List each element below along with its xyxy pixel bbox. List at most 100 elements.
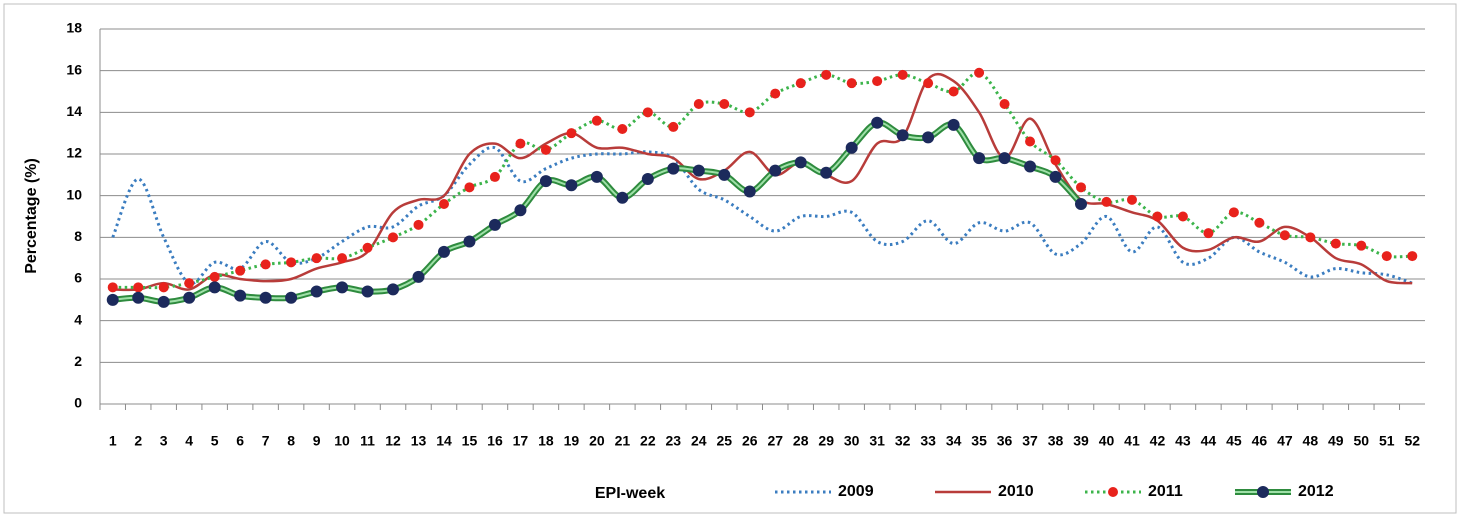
marker bbox=[616, 191, 629, 204]
x-tick-label: 10 bbox=[334, 433, 350, 449]
x-tick-label: 4 bbox=[185, 433, 193, 449]
legend-label: 2009 bbox=[838, 483, 874, 500]
x-tick-label: 14 bbox=[436, 433, 452, 449]
marker bbox=[208, 281, 221, 294]
x-tick-label: 48 bbox=[1303, 433, 1319, 449]
x-tick-label: 28 bbox=[793, 433, 809, 449]
y-tick-label: 16 bbox=[66, 61, 82, 77]
x-tick-label: 36 bbox=[997, 433, 1013, 449]
marker bbox=[209, 271, 220, 282]
marker bbox=[464, 182, 475, 193]
marker bbox=[872, 76, 883, 87]
marker bbox=[132, 291, 145, 304]
x-tick-label: 47 bbox=[1277, 433, 1293, 449]
y-tick-label: 4 bbox=[74, 311, 82, 327]
marker bbox=[897, 69, 908, 80]
legend-label: 2012 bbox=[1298, 483, 1334, 500]
marker bbox=[565, 179, 578, 192]
marker bbox=[463, 235, 476, 248]
marker bbox=[1050, 155, 1061, 166]
marker bbox=[719, 99, 730, 109]
y-tick-label: 14 bbox=[66, 103, 82, 119]
marker bbox=[973, 152, 986, 165]
marker bbox=[922, 131, 935, 144]
x-tick-label: 24 bbox=[691, 433, 707, 449]
series-line bbox=[112, 71, 1413, 290]
x-tick-label: 8 bbox=[287, 433, 295, 449]
marker bbox=[1025, 136, 1036, 147]
x-tick-label: 51 bbox=[1379, 433, 1395, 449]
marker bbox=[336, 281, 349, 294]
marker bbox=[413, 219, 424, 230]
x-tick-label: 6 bbox=[236, 433, 244, 449]
x-tick-label: 16 bbox=[487, 433, 503, 449]
marker bbox=[361, 285, 374, 298]
marker bbox=[769, 164, 782, 177]
x-tick-label: 3 bbox=[160, 433, 168, 449]
marker bbox=[285, 291, 298, 304]
chart-frame bbox=[3, 3, 1457, 514]
marker bbox=[642, 107, 653, 118]
x-tick-label: 39 bbox=[1073, 433, 1089, 449]
marker bbox=[923, 78, 934, 89]
marker bbox=[1049, 170, 1062, 183]
marker bbox=[1126, 194, 1137, 205]
x-tick-label: 35 bbox=[971, 433, 987, 449]
marker bbox=[591, 115, 602, 126]
marker bbox=[539, 175, 552, 188]
marker bbox=[337, 253, 348, 264]
x-tick-label: 15 bbox=[462, 433, 478, 449]
marker bbox=[1407, 251, 1418, 262]
legend-marker bbox=[1108, 487, 1118, 497]
marker bbox=[641, 173, 654, 185]
marker bbox=[437, 245, 450, 258]
x-tick-label: 17 bbox=[513, 433, 529, 449]
x-tick-label: 52 bbox=[1404, 433, 1420, 449]
marker bbox=[286, 257, 297, 268]
marker bbox=[1254, 217, 1265, 228]
x-tick-label: 41 bbox=[1124, 433, 1140, 449]
marker bbox=[107, 282, 118, 293]
x-tick-label: 25 bbox=[716, 433, 732, 449]
marker bbox=[106, 293, 119, 306]
marker bbox=[693, 99, 704, 109]
marker bbox=[1356, 240, 1367, 251]
marker bbox=[999, 99, 1010, 109]
y-tick-label: 6 bbox=[74, 270, 82, 286]
y-tick-label: 12 bbox=[66, 145, 82, 161]
x-tick-label: 49 bbox=[1328, 433, 1344, 449]
x-tick-label: 26 bbox=[742, 433, 758, 449]
x-tick-label: 19 bbox=[564, 433, 580, 449]
marker bbox=[489, 171, 500, 182]
legend-label: 2011 bbox=[1148, 483, 1183, 500]
marker bbox=[948, 86, 959, 97]
x-tick-label: 21 bbox=[615, 433, 631, 449]
marker bbox=[488, 218, 501, 231]
x-tick-label: 38 bbox=[1048, 433, 1064, 449]
marker bbox=[1024, 160, 1037, 173]
marker bbox=[515, 138, 526, 149]
x-tick-label: 37 bbox=[1022, 433, 1038, 449]
x-tick-label: 46 bbox=[1252, 433, 1268, 449]
marker bbox=[133, 282, 144, 293]
x-axis-label: EPI-week bbox=[595, 485, 665, 502]
marker bbox=[310, 285, 323, 298]
x-tick-label: 31 bbox=[869, 433, 885, 449]
marker bbox=[1101, 196, 1112, 207]
x-tick-label: 18 bbox=[538, 433, 554, 449]
y-tick-label: 0 bbox=[74, 395, 82, 411]
x-tick-label: 43 bbox=[1175, 433, 1191, 449]
marker bbox=[744, 107, 755, 118]
series-line bbox=[111, 145, 1413, 286]
x-tick-label: 22 bbox=[640, 433, 656, 449]
marker bbox=[718, 168, 731, 181]
marker bbox=[540, 144, 551, 155]
x-tick-label: 20 bbox=[589, 433, 605, 449]
marker bbox=[845, 141, 858, 154]
marker bbox=[1330, 238, 1341, 249]
y-axis-label: Percentage (%) bbox=[23, 158, 40, 274]
x-tick-label: 1 bbox=[109, 433, 117, 449]
x-tick-label: 32 bbox=[895, 433, 911, 449]
series-line bbox=[112, 72, 1413, 292]
